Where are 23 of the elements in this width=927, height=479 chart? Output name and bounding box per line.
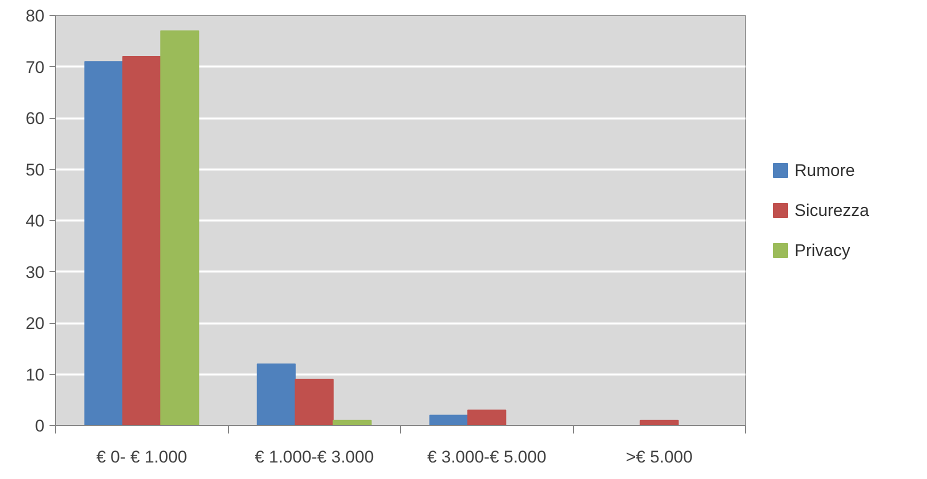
- legend-label: Sicurezza: [794, 201, 870, 220]
- y-tick-label: 0: [35, 416, 45, 436]
- bar: [256, 364, 296, 426]
- bar: [429, 414, 468, 426]
- y-tick-label: 70: [26, 58, 45, 77]
- x-tick-label: € 0- € 1.000: [96, 448, 188, 466]
- legend-label: Rumore: [794, 161, 855, 180]
- x-tick-label: € 3.000-€ 5.000: [427, 448, 546, 466]
- x-tick-label: >€ 5.000: [626, 448, 693, 466]
- y-tick-label: 80: [26, 6, 45, 26]
- y-tick-label: 20: [26, 314, 45, 333]
- bar: [294, 378, 334, 426]
- y-tick-label: 30: [26, 262, 45, 282]
- y-tick-label: 60: [26, 109, 45, 128]
- bar: [122, 56, 162, 426]
- bar: [160, 30, 200, 426]
- y-tick-label: 50: [26, 160, 45, 180]
- bar: [467, 410, 506, 426]
- bar: [84, 61, 124, 426]
- y-tick-label: 10: [26, 365, 45, 384]
- y-tick-label: 40: [26, 212, 45, 230]
- legend-label: Privacy: [794, 241, 851, 260]
- x-tick-label: € 1.000-€ 3.000: [254, 448, 374, 466]
